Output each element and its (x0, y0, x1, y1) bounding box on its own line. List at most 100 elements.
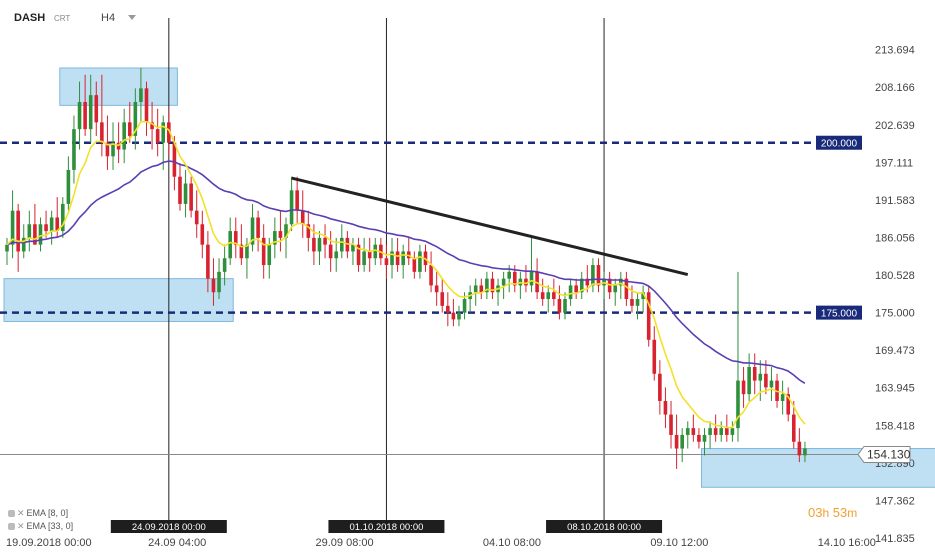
candle-body (485, 278, 489, 293)
candle-body (730, 428, 735, 435)
y-tick-label: 191.583 (875, 195, 915, 207)
candle-body (457, 312, 461, 320)
candle-body (317, 237, 322, 252)
candle-body (674, 434, 679, 449)
y-tick-label: 158.418 (875, 420, 915, 432)
candle-body (233, 231, 238, 245)
candle-body (16, 210, 20, 252)
candle-body (663, 400, 668, 415)
vertical-marker-label-box (328, 520, 445, 533)
candle-body (267, 244, 272, 266)
candle-body (239, 244, 244, 259)
candle-body (596, 265, 601, 286)
candle-body (719, 428, 724, 435)
candle-body (334, 251, 339, 259)
candle-body (133, 101, 138, 136)
symbol-label[interactable]: DASH (14, 12, 46, 24)
candle-body (77, 101, 82, 130)
x-tick-label: 19.09.2018 00:00 (6, 537, 92, 549)
x-tick-label: 09.10 12:00 (650, 537, 708, 549)
candle-body (362, 251, 366, 266)
gear-icon[interactable] (8, 523, 15, 531)
candle-body (462, 299, 467, 313)
candle-body (741, 380, 746, 395)
y-tick-label: 186.056 (875, 232, 915, 244)
timeframe-dropdown-icon[interactable] (128, 15, 136, 20)
candle-body (94, 95, 99, 123)
candle-body (178, 176, 182, 204)
candle-body (490, 278, 495, 293)
candle-body (351, 244, 355, 252)
candle-body (206, 244, 210, 279)
candle-body (88, 95, 93, 130)
current-price-label-box (857, 445, 911, 463)
candle-body (222, 258, 227, 272)
candle-body (27, 224, 32, 238)
candle-body (680, 434, 684, 449)
candle-body (111, 142, 115, 157)
candle-body (323, 237, 327, 245)
candle-body (395, 251, 400, 266)
symbol-subtitle: CRT (54, 14, 71, 23)
candle-body (217, 271, 221, 293)
candle-body (144, 88, 149, 123)
candle-body (38, 224, 43, 245)
level-label-box (816, 305, 862, 320)
candle-body (228, 231, 232, 259)
x-tick-label: 04.10 08:00 (483, 537, 541, 549)
candle-body (401, 251, 405, 266)
candle-body (613, 285, 618, 293)
candle-body (300, 210, 305, 225)
candle-body (713, 428, 718, 435)
candle-body (630, 299, 634, 306)
candle-body (440, 292, 445, 306)
candle-body (512, 271, 517, 286)
candle-body (658, 373, 662, 401)
close-icon[interactable]: ✕ (17, 508, 25, 518)
candle-body (367, 251, 372, 259)
indicator-ema-8[interactable]: ✕ EMA [8, 0] (8, 508, 68, 519)
y-tick-label: 175.000 (875, 308, 915, 320)
candle-body (72, 129, 76, 170)
candle-body (122, 122, 126, 150)
candle-body (429, 265, 433, 286)
x-tick-label: 14.10 16:00 (818, 537, 876, 549)
candle-body (579, 278, 584, 293)
candle-body (434, 285, 439, 293)
x-tick-label: 24.09 04:00 (148, 537, 206, 549)
candle-body (646, 292, 651, 340)
candle-body (289, 190, 294, 225)
candle-body (736, 380, 740, 429)
level-label-box (816, 135, 862, 150)
candle-body (328, 244, 333, 259)
candle-body (624, 278, 629, 300)
candle-body (780, 394, 785, 401)
countdown-hours: 03 (808, 505, 823, 520)
candle-body (250, 217, 255, 245)
candle-body (150, 122, 154, 130)
candle-body (752, 366, 757, 381)
candle-body (501, 278, 506, 286)
indicator-ema-33[interactable]: ✕ EMA [33, 0] (8, 521, 73, 532)
y-tick-label: 208.166 (875, 82, 915, 94)
candle-body (619, 278, 623, 286)
candle-body (127, 122, 132, 136)
candle-body (312, 237, 316, 252)
support-resistance-zone (59, 67, 178, 106)
candle-body (273, 231, 277, 245)
candle-body (797, 441, 802, 456)
candle-body (167, 122, 171, 143)
candle-body (758, 373, 763, 381)
vertical-marker-label: 01.10.2018 00:00 (349, 522, 423, 533)
candle-body (44, 224, 48, 232)
y-tick-label: 180.528 (875, 270, 915, 282)
candle-body (507, 271, 511, 279)
candle-body (568, 285, 573, 300)
close-icon[interactable]: ✕ (17, 521, 25, 531)
gear-icon[interactable] (8, 510, 15, 518)
candle-body (769, 380, 774, 388)
y-tick-label: 213.694 (875, 45, 915, 57)
candle-body (418, 251, 422, 272)
timeframe-selector[interactable]: H4 (101, 12, 116, 24)
